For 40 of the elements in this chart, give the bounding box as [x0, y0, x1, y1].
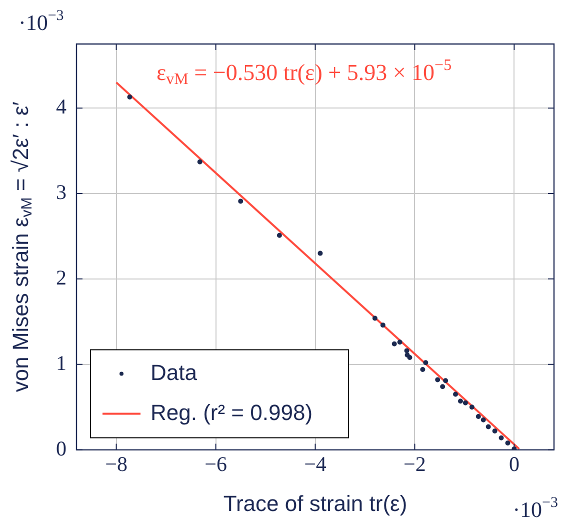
y-tick-label: 4	[56, 94, 67, 119]
point	[469, 404, 474, 410]
x-tick-label: −2	[404, 452, 426, 476]
point	[372, 316, 378, 321]
y-tick-label: 3	[56, 180, 66, 204]
point	[458, 398, 463, 404]
point	[480, 417, 486, 422]
point	[498, 435, 504, 440]
x-tick-label: −4	[304, 452, 327, 476]
point	[443, 378, 448, 384]
y-tick-label: 1	[56, 350, 66, 375]
point	[440, 384, 446, 390]
point	[127, 94, 132, 100]
x-tick-label: −6	[204, 452, 227, 476]
point	[404, 348, 410, 354]
point	[407, 355, 412, 360]
point	[238, 198, 244, 204]
point	[392, 341, 397, 346]
point	[486, 424, 491, 430]
point	[380, 322, 386, 328]
point	[420, 366, 426, 372]
point	[435, 377, 440, 382]
x-tick-label: 0	[508, 452, 520, 476]
point	[318, 250, 323, 256]
point	[505, 440, 510, 446]
point	[476, 414, 481, 419]
y-axis-title: von Mises strain εvM = √2ε′ : ε′	[8, 102, 36, 392]
point	[492, 428, 498, 434]
point	[276, 232, 282, 238]
y-tick-label: 0	[56, 436, 66, 460]
legend-label: Data	[150, 360, 198, 385]
point	[423, 360, 428, 366]
y-tick-label: 2	[56, 265, 66, 290]
point	[462, 400, 468, 406]
legend-label: Reg. (r² = 0.998)	[150, 400, 313, 425]
point	[397, 340, 402, 345]
x-tick-label: −8	[105, 452, 128, 476]
point	[453, 392, 458, 397]
point	[197, 159, 202, 164]
x-axis-title: Trace of strain tr(ε)	[223, 491, 408, 516]
